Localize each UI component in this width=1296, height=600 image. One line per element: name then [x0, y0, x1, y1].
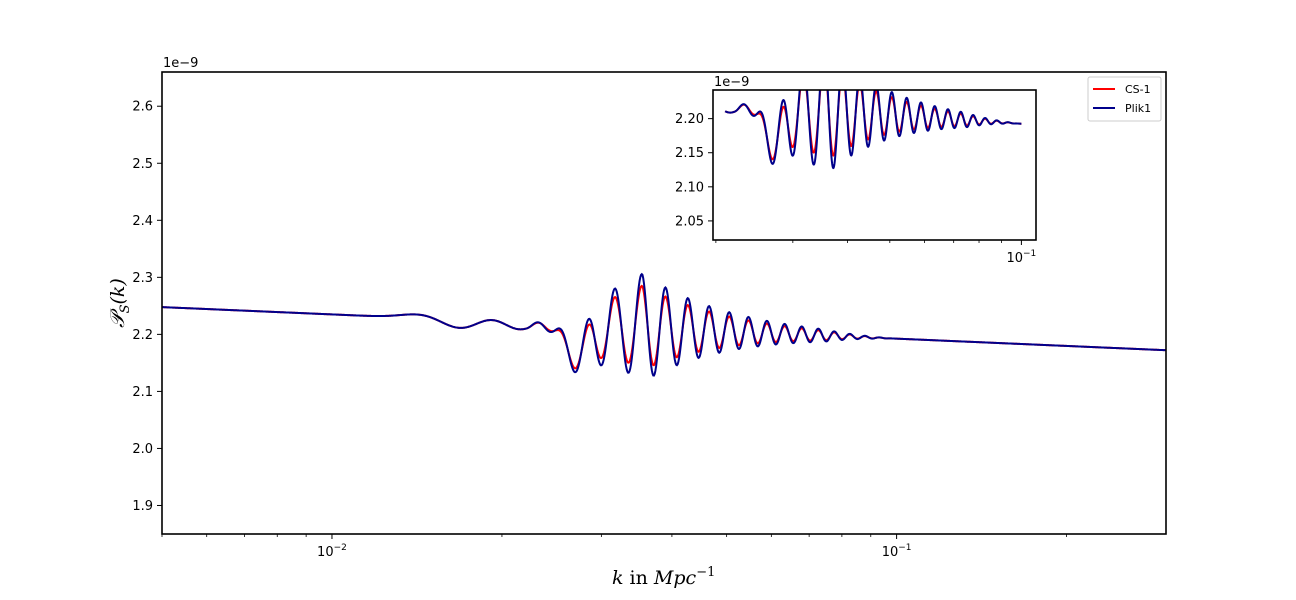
main-ticks: 10−2 10−1 1.9 2.0 2.1 2.2 2.3 2.4 2.5 2.6	[132, 100, 1067, 560]
main-series-plik1	[162, 272, 1166, 377]
inset-y-tick-label: 2.10	[675, 180, 704, 195]
inset-background	[713, 90, 1036, 240]
x-axis-label-k: k	[612, 567, 624, 589]
main-y-offset-label: 1e−9	[163, 56, 198, 71]
x-axis-label: k in Mpc−1	[612, 565, 715, 589]
inset-x-tick-label: 10−1	[1006, 249, 1036, 266]
main-y-tick-label: 2.5	[132, 157, 153, 172]
legend: CS-1 Plik1	[1087, 76, 1162, 122]
inset-y-tick-label: 2.15	[675, 146, 704, 161]
main-y-tick-label: 2.1	[132, 385, 153, 400]
main-y-tick-label: 2.4	[132, 214, 153, 229]
inset-ticks: 10−1 2.05 2.10 2.15 2.20	[675, 112, 1036, 266]
inset-axes: 10−1 2.05 2.10 2.15 2.20 1e−9	[675, 75, 1037, 266]
inset-plot-frame	[712, 89, 1037, 241]
x-axis-label-in: in	[624, 567, 654, 589]
x-axis-label-exp: −1	[696, 565, 715, 580]
main-plot-frame	[161, 71, 1167, 535]
x-axis-label-mpc: Mpc	[653, 567, 697, 589]
legend-label-plik1: Plik1	[1125, 102, 1151, 115]
main-y-tick-label: 2.6	[132, 100, 153, 115]
main-series-cs1	[162, 284, 1166, 370]
main-axes: 10−2 10−1 1.9 2.0 2.1 2.2 2.3 2.4 2.5 2.6 1e−9 k …	[105, 56, 1167, 589]
main-y-tick-label: 2.0	[132, 442, 153, 457]
inset-series-plik1	[724, 90, 1022, 170]
legend-label-cs1: CS-1	[1125, 83, 1151, 96]
y-axis-label-sub: S	[118, 304, 133, 313]
main-x-tick-label: 10−2	[317, 543, 347, 560]
inset-plot-area	[713, 90, 1036, 240]
main-plot-area	[162, 272, 1166, 377]
main-y-tick-label: 2.3	[132, 271, 153, 286]
y-axis-label-args: (k)	[107, 278, 129, 304]
main-y-tick-label: 2.2	[132, 328, 153, 343]
inset-y-tick-label: 2.05	[675, 214, 704, 229]
y-axis-label: 𝒫S(k)	[105, 278, 133, 328]
main-y-tick-label: 1.9	[132, 499, 153, 514]
main-x-tick-label: 10−1	[882, 543, 912, 560]
inset-y-offset-label: 1e−9	[714, 75, 749, 90]
inset-y-tick-label: 2.20	[675, 112, 704, 127]
